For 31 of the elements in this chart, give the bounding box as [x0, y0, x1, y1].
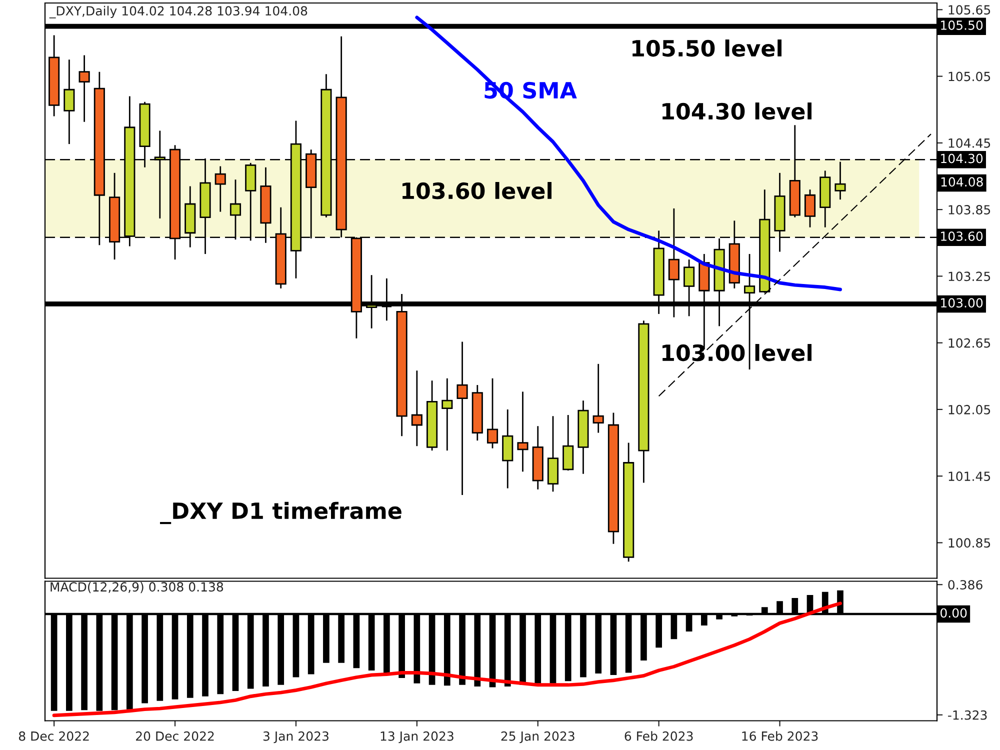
ref-line-label: 105.50 [941, 20, 983, 30]
annotation: 103.60 level [402, 182, 552, 200]
y-tick-label: 105.65 [948, 5, 990, 15]
y-tick-label: 102.05 [948, 404, 990, 414]
chart-title: MACD(12,26,9) 0.308 0.138 [50, 582, 224, 594]
y-tick-label: 100.85 [948, 538, 990, 548]
chart-title: _DXY,Daily 104.02 104.28 103.94 104.08 [49, 6, 308, 18]
annotation: 103.00 level [662, 344, 812, 362]
x-tick-label: 13 Jan 2023 [380, 731, 454, 744]
y-tick-label: 101.45 [948, 472, 990, 482]
ref-line-label: 103.60 [941, 231, 983, 241]
x-tick-label: 25 Jan 2023 [501, 731, 574, 744]
x-tick-label: 16 Feb 2023 [742, 731, 818, 741]
annotation: 104.30 level [662, 102, 812, 120]
x-tick-label: 6 Feb 2023 [624, 731, 693, 741]
y-tick-label: -1.323 [948, 710, 987, 720]
y-tick-label: 102.65 [948, 338, 990, 348]
x-tick-label: 3 Jan 2023 [263, 731, 328, 744]
x-tick-label: 8 Dec 2022 [18, 731, 89, 741]
y-tick-label: 104.45 [948, 138, 990, 148]
y-tick-label: 105.05 [948, 72, 990, 82]
y-tick-label: 0.386 [948, 580, 982, 590]
y-tick-label: 103.25 [948, 272, 990, 282]
ref-line-label: 0.00 [940, 608, 967, 618]
y-tick-label: 103.85 [948, 205, 990, 214]
annotation: _DXY D1 timeframe [160, 502, 402, 524]
annotation: 105.50 level [632, 39, 782, 57]
text: 104.08 [941, 177, 983, 187]
ref-line-label: 104.30 [941, 154, 983, 164]
x-tick-label: 20 Dec 2022 [136, 731, 214, 741]
ref-line-label: 103.00 [941, 298, 983, 308]
